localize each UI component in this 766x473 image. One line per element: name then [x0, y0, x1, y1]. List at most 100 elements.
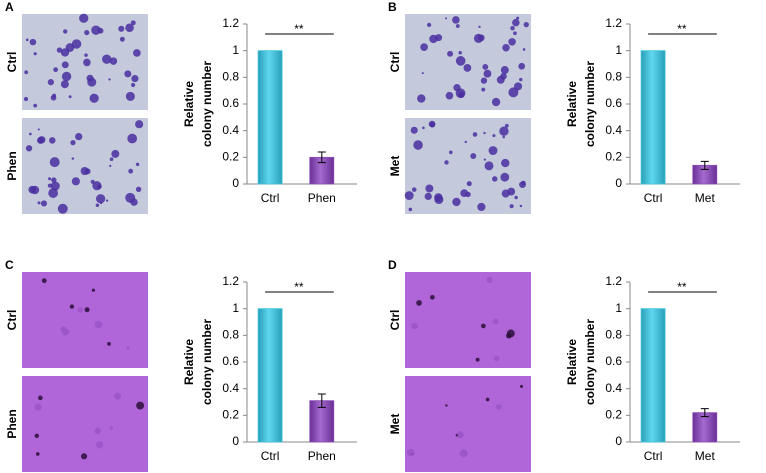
y-tick-label: 0.6	[605, 96, 622, 110]
colony-spot	[94, 427, 101, 435]
colony-spot	[480, 77, 488, 84]
colony-spot	[518, 62, 526, 70]
colony-spot	[484, 161, 494, 171]
colony-spot	[135, 120, 144, 129]
colony-spot	[37, 128, 40, 131]
error-bar	[317, 151, 326, 164]
colony-spot	[486, 276, 493, 284]
colony-spot	[413, 140, 423, 150]
image-label: Phen	[5, 409, 19, 438]
colony-spot	[411, 322, 418, 330]
y-tick-label: 0.6	[605, 354, 622, 368]
colony-spot	[521, 180, 526, 185]
x-tick-label: Ctrl	[261, 191, 280, 205]
colony-spot	[453, 84, 461, 92]
colony-spot	[466, 181, 472, 187]
colony-spot	[410, 126, 418, 134]
colony-spot	[33, 52, 37, 56]
colony-spot	[447, 50, 454, 57]
colony-spot	[57, 203, 68, 214]
bar	[640, 308, 666, 443]
colony-spot	[428, 120, 436, 128]
colony-spot	[49, 157, 60, 168]
colony-spot	[510, 25, 515, 31]
colony-spot	[519, 77, 523, 82]
panel: B Ctrl Met Relative colony number 0 0.2 0.4 0.6 0…	[388, 0, 740, 214]
colony-spot	[38, 395, 43, 401]
colony-spot	[406, 448, 415, 457]
colony-spot	[124, 70, 132, 78]
y-axis-label: colony number	[583, 319, 597, 405]
bar	[640, 50, 666, 185]
colony-spot	[463, 64, 472, 72]
colony-spot	[516, 16, 520, 20]
colony-spot	[519, 384, 524, 388]
colony-spot	[135, 186, 142, 192]
colony-spot	[519, 204, 523, 208]
colony-spot	[417, 94, 426, 103]
y-tick-label: 1	[232, 301, 239, 315]
colony-spot	[47, 183, 53, 188]
colony-photo	[405, 272, 531, 368]
colony-photo	[405, 376, 531, 472]
colony-spot	[23, 96, 29, 102]
colony-spot	[79, 13, 89, 23]
colony-spot	[485, 397, 490, 402]
y-tick-label: 0.8	[222, 328, 239, 342]
colony-spot	[458, 91, 465, 98]
colony-spot	[523, 21, 529, 28]
colony-spot	[492, 176, 498, 182]
colony-spot	[135, 162, 140, 167]
colony-spot	[448, 150, 453, 155]
colony-spot	[89, 93, 99, 103]
colony-spot	[408, 207, 413, 212]
colony-spot	[452, 16, 460, 24]
image-label: Ctrl	[388, 52, 402, 73]
significance-label: **	[294, 22, 304, 36]
colony-spot	[455, 434, 458, 437]
colony-spot	[95, 194, 106, 204]
colony-spot	[51, 177, 57, 183]
y-tick-label: 0	[615, 434, 622, 448]
bar	[692, 412, 718, 443]
colony-spot	[56, 47, 63, 53]
colony-spot	[69, 304, 75, 309]
colony-spot	[60, 80, 69, 89]
y-tick-label: 0.8	[605, 328, 622, 342]
colony-spot	[501, 158, 510, 168]
colony-spot	[111, 149, 120, 158]
colony-spot	[52, 93, 57, 98]
colony-spot	[34, 403, 42, 411]
y-tick-label: 1	[232, 43, 239, 57]
colony-spot	[106, 199, 109, 202]
colony-spot	[71, 157, 75, 160]
colony-spot	[127, 133, 138, 144]
y-tick-label: 0	[232, 176, 239, 190]
colony-photo	[22, 272, 148, 368]
y-tick-label: 1.2	[222, 16, 239, 30]
colony-spot	[509, 204, 514, 209]
y-tick-label: 0.4	[222, 123, 239, 137]
colony-spot	[29, 38, 37, 46]
y-axis-label: Relative	[182, 339, 196, 385]
colony-spot	[126, 345, 130, 350]
y-tick-label: 1	[615, 301, 622, 315]
colony-spot	[430, 294, 435, 300]
colony-spot	[427, 22, 432, 27]
colony-spot	[136, 401, 145, 410]
bar	[257, 50, 283, 185]
colony-spot	[63, 29, 68, 34]
colony-spot	[91, 288, 96, 292]
colony-spot	[41, 278, 47, 284]
colony-spot	[508, 38, 516, 46]
colony-spot	[125, 91, 135, 101]
y-axis-label: colony number	[200, 319, 214, 405]
colony-spot	[25, 38, 29, 42]
colony-spot	[91, 25, 101, 35]
y-tick-label: 0.8	[605, 70, 622, 84]
colony-spot	[495, 404, 502, 410]
colony-spot	[94, 320, 103, 329]
colony-spot	[459, 449, 468, 458]
y-tick-label: 0.2	[605, 150, 622, 164]
